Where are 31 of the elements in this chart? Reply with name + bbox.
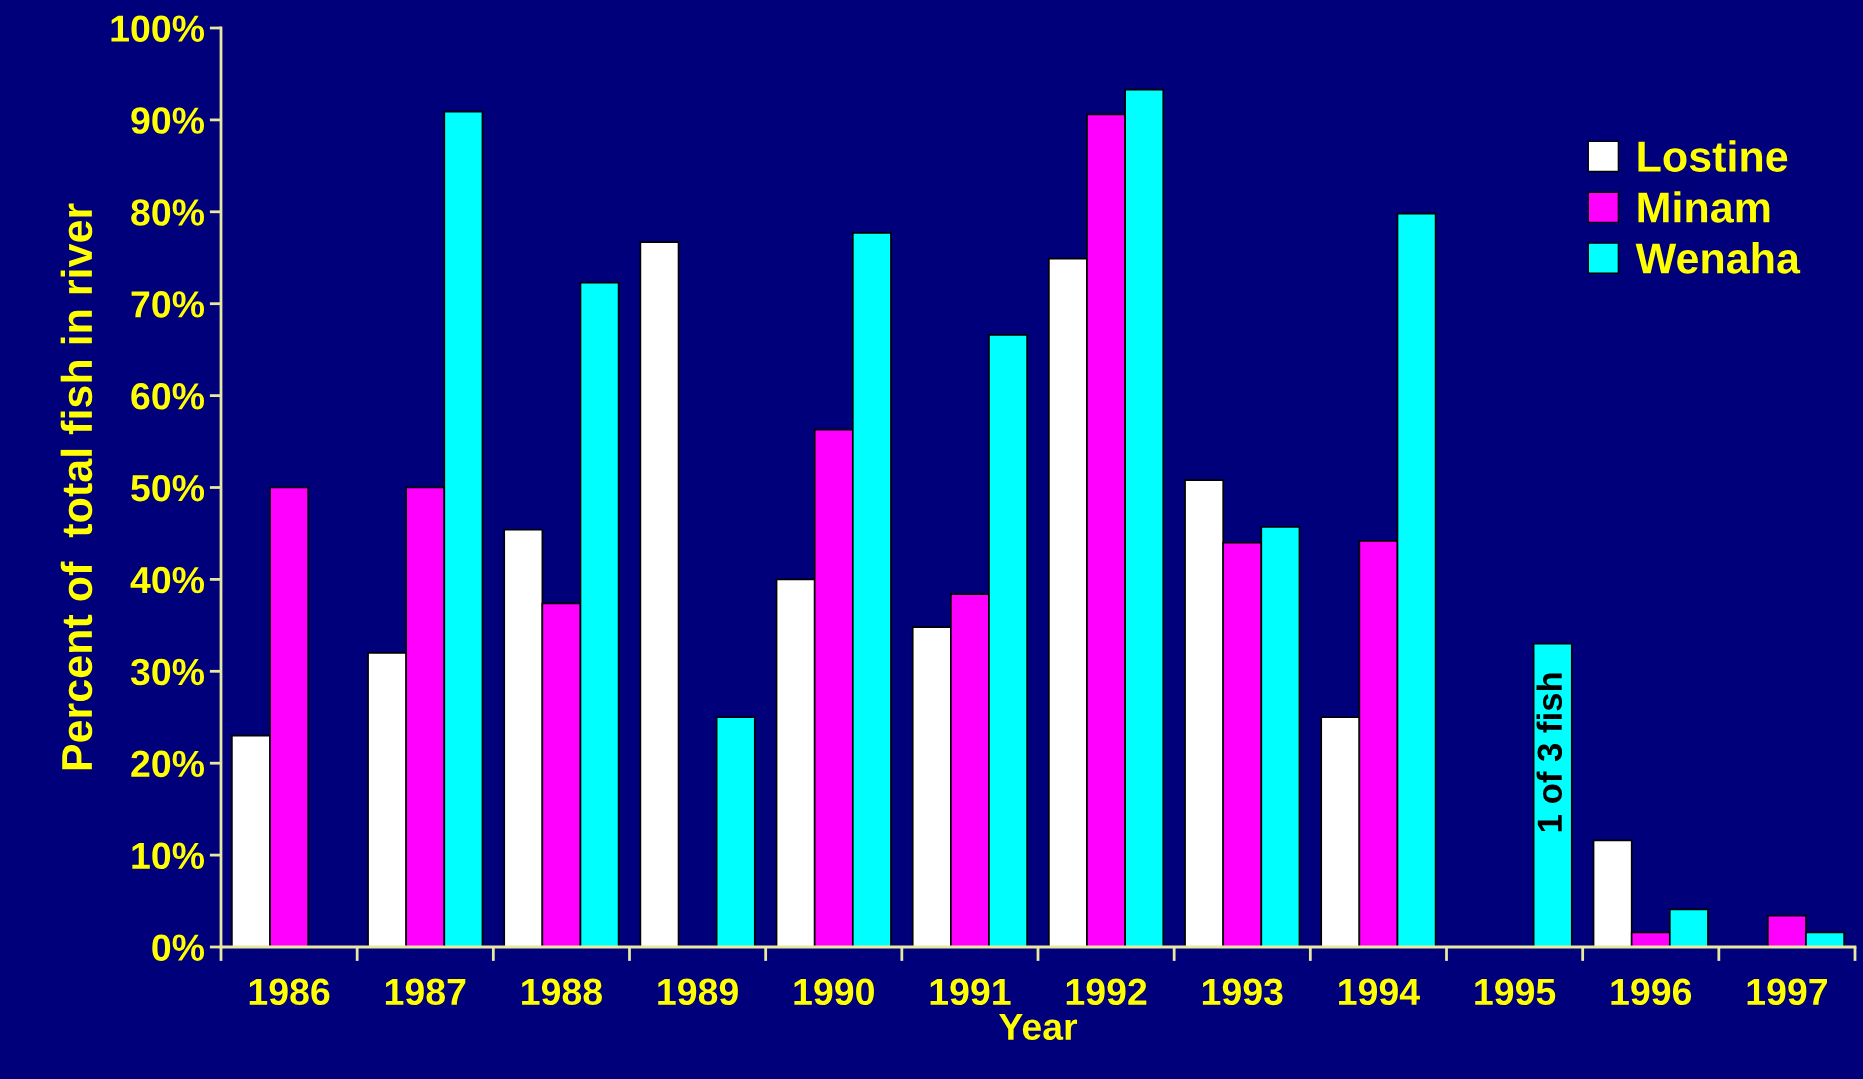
x-tick-label: 1994 — [1339, 978, 1420, 1006]
y-tick-label: 40% — [130, 566, 205, 594]
legend-label: Minam — [1638, 191, 1770, 223]
y-tick-label: 80% — [131, 199, 205, 226]
legend-label: Lostine — [1638, 140, 1788, 172]
x-tick-label: 1986 — [249, 978, 330, 1006]
x-tick-label: 1997 — [1747, 978, 1827, 1006]
y-tick-label: 70% — [131, 291, 205, 318]
y-tick-label: 0% — [152, 934, 205, 961]
x-tick-label: 1995 — [1475, 978, 1556, 1006]
x-tick-label: 1987 — [385, 978, 466, 1006]
y-tick-label: 90% — [131, 107, 205, 134]
x-tick-label: 1991 — [930, 978, 1011, 1006]
legend-label: Wenaha — [1635, 242, 1801, 274]
y-tick-label: 10% — [132, 842, 205, 870]
annotation: 1 of 3 fish — [1536, 673, 1563, 832]
x-tick-label: 1993 — [1202, 978, 1283, 1006]
bar — [715, 716, 756, 947]
x-tick-label: 1990 — [794, 978, 874, 1006]
y-tick-label: 30% — [130, 658, 205, 686]
y-axis-title: Percent of total fish in river — [60, 203, 93, 770]
y-tick-label: 20% — [131, 750, 205, 778]
y-tick-label: 100% — [111, 15, 205, 42]
x-tick-label: 1989 — [658, 978, 738, 1006]
y-tick-label: 50% — [131, 474, 205, 502]
bar — [639, 241, 680, 947]
y-tick-label: 60% — [131, 383, 205, 410]
x-axis-title: Year — [999, 1013, 1078, 1041]
x-tick-label: 1988 — [522, 978, 602, 1006]
x-tick-label: 1992 — [1066, 978, 1147, 1006]
x-tick-label: 1996 — [1611, 978, 1692, 1006]
